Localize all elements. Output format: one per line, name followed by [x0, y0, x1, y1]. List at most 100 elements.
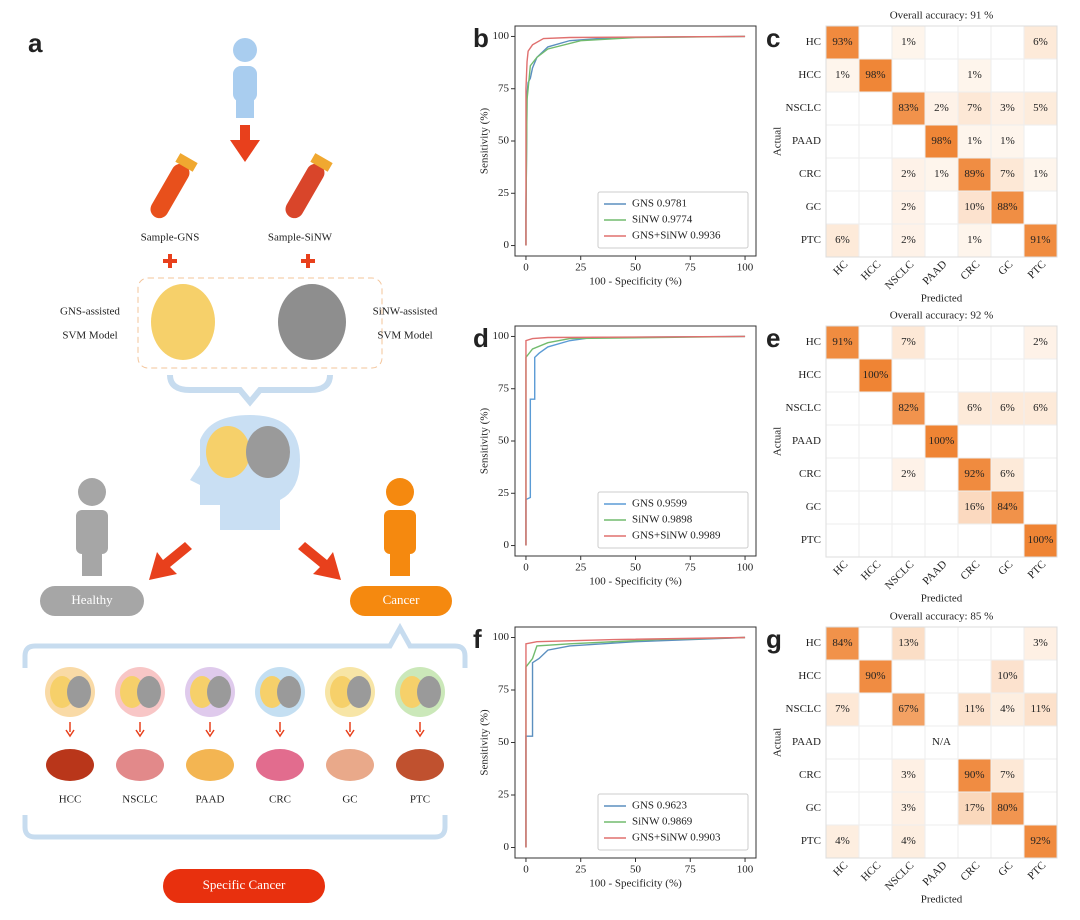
chart-title: Overall accuracy: 85 % — [890, 611, 994, 623]
cell-label: 100% — [863, 369, 889, 381]
empty-cell — [1023, 124, 1058, 159]
empty-cell — [858, 391, 893, 426]
y-axis-label: Actual — [772, 728, 784, 757]
organ — [116, 749, 164, 781]
x-tick-label: PAAD — [920, 859, 949, 888]
cell — [957, 457, 992, 492]
cell-label: 3% — [901, 802, 916, 814]
empty-cell — [858, 223, 893, 258]
cell-label: 83% — [898, 102, 918, 114]
empty-cell — [924, 659, 959, 694]
cell — [1023, 91, 1058, 126]
cell — [957, 791, 992, 826]
empty-cell — [924, 358, 959, 393]
cell-label: 6% — [967, 402, 982, 414]
cell — [990, 91, 1025, 126]
organ — [46, 749, 94, 781]
y-axis-label: Sensitivity (%) — [479, 108, 491, 175]
y-tick-label: 25 — [498, 187, 510, 199]
cell — [1023, 391, 1058, 426]
empty-cell — [858, 824, 893, 859]
empty-cell — [858, 791, 893, 826]
cell — [924, 124, 959, 159]
y-tick-label: CRC — [799, 769, 821, 781]
arrow — [65, 722, 75, 738]
result-pill — [163, 869, 325, 903]
empty-cell — [1023, 58, 1058, 93]
y-axis-label: Sensitivity (%) — [479, 709, 491, 776]
empty-cell — [825, 791, 860, 826]
x-axis-label: 100 - Specificity (%) — [589, 878, 682, 890]
empty-cell — [891, 358, 926, 393]
label: Sample-GNS — [141, 232, 200, 244]
empty-cell — [891, 725, 926, 760]
empty-cell — [924, 190, 959, 225]
legend-label: SiNW 0.9869 — [632, 816, 693, 828]
cell-label: 7% — [1000, 769, 1015, 781]
cell-label: 93% — [832, 36, 852, 48]
cell-label: 2% — [901, 468, 916, 480]
empty-cell — [924, 325, 959, 360]
organ-label: PAAD — [196, 794, 225, 806]
empty-cell — [858, 25, 893, 60]
empty-cell — [891, 490, 926, 525]
tube — [285, 153, 333, 219]
empty-cell — [1023, 358, 1058, 393]
empty-cell — [957, 325, 992, 360]
y-tick-label: NSCLC — [786, 102, 821, 114]
cell — [924, 157, 959, 192]
cell-label: 89% — [964, 168, 984, 180]
empty-cell — [990, 424, 1025, 459]
x-axis-label: 100 - Specificity (%) — [589, 576, 682, 588]
y-tick-label: 0 — [504, 841, 510, 853]
y-tick-label: PTC — [801, 534, 821, 546]
cell-label: 16% — [964, 501, 984, 513]
arrow — [230, 125, 260, 162]
y-tick-label: PTC — [801, 835, 821, 847]
x-tick-label: GC — [996, 258, 1015, 277]
empty-cell — [891, 523, 926, 558]
empty-cell — [891, 124, 926, 159]
y-tick-label: CRC — [799, 468, 821, 480]
brain-right — [347, 676, 371, 708]
empty-cell — [858, 124, 893, 159]
sinw-blob — [278, 284, 346, 360]
cell-label: 11% — [1031, 703, 1051, 715]
cell-label: 98% — [931, 135, 951, 147]
empty-cell — [957, 824, 992, 859]
x-tick-label: HC — [831, 859, 850, 878]
empty-cell — [957, 25, 992, 60]
cell-label: 82% — [898, 402, 918, 414]
label: SiNW-assisted — [373, 306, 438, 318]
cell — [891, 626, 926, 661]
empty-cell — [1023, 791, 1058, 826]
tube — [150, 153, 198, 219]
y-tick-label: PTC — [801, 234, 821, 246]
y-tick-label: PAAD — [792, 736, 821, 748]
organ — [396, 749, 444, 781]
empty-cell — [1023, 190, 1058, 225]
empty-cell — [858, 626, 893, 661]
brain-right — [137, 676, 161, 708]
panel-letter: e — [766, 323, 780, 353]
cell — [1023, 523, 1058, 558]
x-tick-label: HCC — [859, 859, 883, 883]
cell-label: 84% — [832, 637, 852, 649]
legend-label: SiNW 0.9898 — [632, 514, 693, 526]
empty-cell — [924, 58, 959, 93]
cell-label: N/A — [932, 736, 951, 748]
cell — [891, 157, 926, 192]
organ — [326, 749, 374, 781]
empty-cell — [825, 391, 860, 426]
model-box — [137, 277, 383, 369]
arrow — [275, 722, 285, 738]
legend-box — [597, 793, 749, 851]
arrow — [345, 722, 355, 738]
arrows — [149, 542, 341, 580]
healthy-pill — [40, 586, 144, 616]
panel-a: a Sample-GNS Sample-SiNW GNS-assisted SV… — [22, 28, 468, 903]
organ-row: HCC NSCLC PAAD CRC GC PTC — [45, 667, 445, 806]
brain-left — [260, 676, 284, 708]
cell — [957, 391, 992, 426]
